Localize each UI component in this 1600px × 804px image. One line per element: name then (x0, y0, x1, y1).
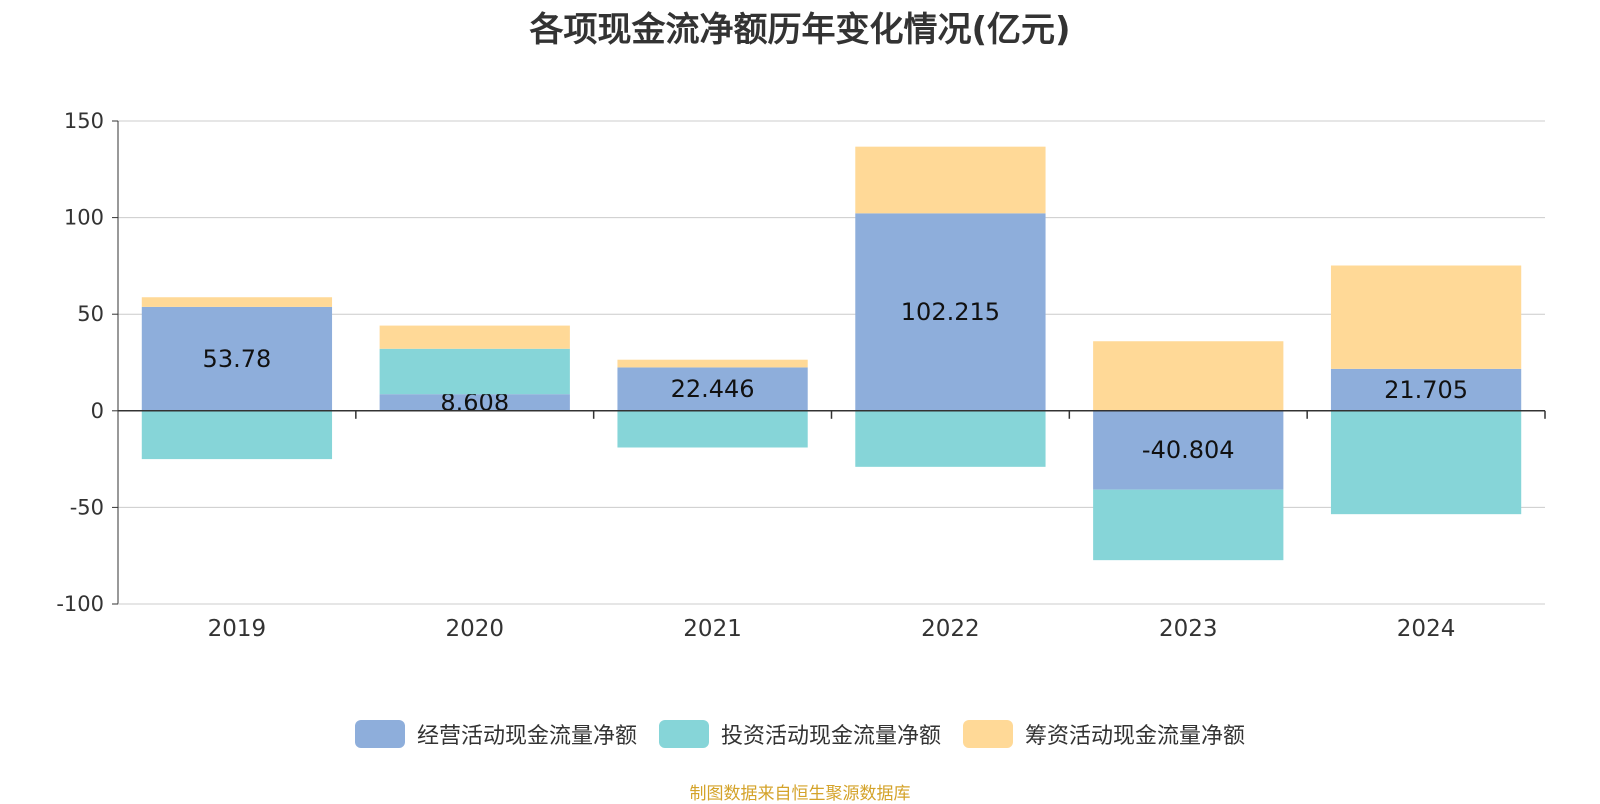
legend-swatch-operating (354, 720, 405, 748)
bar-segment (379, 394, 570, 411)
bar-segment (1093, 341, 1284, 411)
x-tick-label: 2019 (208, 616, 267, 642)
bar-segment (855, 146, 1046, 214)
legend-item-operating[interactable]: 经营活动现金流量净额 (354, 718, 637, 750)
bar-segment (1330, 265, 1522, 369)
legend-label-investing: 投资活动现金流量净额 (720, 724, 941, 749)
legend-label-financing: 筹资活动现金流量净额 (1025, 724, 1246, 749)
x-tick-label: 2021 (683, 616, 742, 642)
legend-swatch-investing (658, 720, 709, 748)
bar-segment (1093, 410, 1284, 490)
bar-segment (1093, 489, 1284, 561)
chart-legend: 经营活动现金流量净额 投资活动现金流量净额 筹资活动现金流量净额 (0, 718, 1600, 750)
y-tick-label: 150 (64, 109, 104, 133)
bar-data-label: 22.446 (671, 375, 755, 403)
bar-segment (1330, 410, 1522, 515)
x-tick-label: 2023 (1159, 616, 1218, 642)
y-tick-label: 50 (77, 302, 104, 326)
y-tick-label: -50 (70, 495, 104, 519)
chart-title: 各项现金流净额历年变化情况(亿元) (529, 10, 1071, 50)
bar-segment (141, 306, 333, 411)
x-tick-label: 2024 (1397, 616, 1456, 642)
bar-segment (1330, 368, 1522, 411)
x-tick-label: 2022 (921, 616, 980, 642)
legend-swatch-financing (963, 720, 1013, 748)
bar-segment (379, 325, 570, 349)
bar-segment (617, 359, 808, 368)
legend-label-operating: 经营活动现金流量净额 (416, 724, 637, 749)
bar-segment (855, 213, 1046, 411)
y-tick-label: 0 (91, 399, 104, 423)
bar-segment (617, 410, 808, 448)
bar-data-label: -40.804 (1142, 436, 1235, 464)
x-tick-label: 2020 (445, 616, 504, 642)
bar-data-label: 21.705 (1384, 376, 1468, 404)
bar-data-label: 53.78 (203, 345, 272, 373)
legend-item-investing[interactable]: 投资活动现金流量净额 (658, 718, 941, 750)
bar-segment (617, 367, 808, 411)
y-tick-label: 100 (64, 206, 104, 230)
data-source-note: 制图数据来自恒生聚源数据库 (689, 784, 911, 804)
bar-data-label: 102.215 (901, 298, 1000, 326)
bar-segment (141, 297, 333, 307)
bar-segment (141, 410, 333, 460)
bar-segment (855, 410, 1046, 467)
y-tick-label: -100 (56, 592, 104, 616)
bar-segment (379, 348, 570, 395)
legend-item-financing[interactable]: 筹资活动现金流量净额 (963, 718, 1245, 750)
